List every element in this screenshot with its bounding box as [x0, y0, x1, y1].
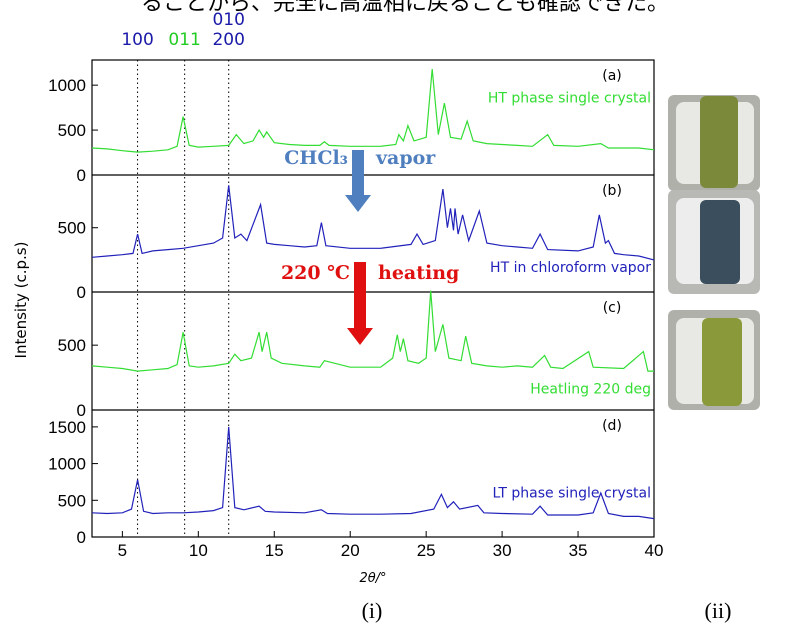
y-tick-label: 0 [77, 401, 86, 420]
reference-label: 010 [212, 10, 244, 30]
panel-label: (c) [603, 300, 622, 316]
y-tick-label: 500 [58, 491, 86, 510]
y-tick-label: 1500 [48, 418, 86, 437]
arrow-head [345, 195, 371, 212]
y-tick-label: 1000 [48, 455, 86, 474]
header-text: ることから、完全に高温相に戻ることも確認できた。 [141, 0, 669, 16]
y-tick-label: 500 [58, 336, 86, 355]
y-tick-label: 0 [77, 528, 86, 547]
arrow-label: CHCl₃ [284, 147, 348, 169]
x-tick-label: 10 [189, 541, 208, 560]
arrow-shaft [354, 262, 366, 329]
arrow-label: vapor [375, 147, 436, 169]
y-axis-label: Intensity (c.p.s) [12, 242, 30, 359]
photo [668, 190, 760, 294]
y-tick-label: 500 [58, 121, 86, 140]
panel-label: (d) [602, 418, 622, 434]
y-tick-label: 1000 [48, 76, 86, 95]
panel-annotation: HT in chloroform vapor [490, 260, 651, 276]
arrow-label: 220 ℃ [281, 262, 350, 284]
y-tick-label: 0 [77, 166, 86, 185]
x-axis-label: 2θ/° [359, 571, 386, 586]
caption: (i) [362, 598, 383, 623]
arrow-shaft [352, 150, 364, 196]
photo [668, 95, 760, 191]
x-tick-label: 15 [265, 541, 284, 560]
arrow-label: heating [378, 262, 459, 284]
spectrum-line [91, 68, 655, 153]
spectrum-line [91, 290, 654, 372]
reference-label: 100 [121, 30, 153, 50]
x-tick-label: 20 [341, 541, 360, 560]
panel-annotation: Heatling 220 deg [530, 381, 651, 397]
caption: (ii) [705, 598, 732, 623]
spectrum-line [91, 426, 655, 520]
reference-label: 011 [168, 30, 200, 50]
y-tick-label: 0 [77, 283, 86, 302]
spectrum-line [91, 185, 655, 261]
panel-label: (a) [602, 68, 622, 84]
x-tick-label: 25 [417, 541, 436, 560]
panel-annotation: HT phase single crystal [488, 91, 651, 107]
x-tick-label: 30 [493, 541, 512, 560]
x-tick-label: 5 [118, 541, 127, 560]
y-tick-label: 500 [58, 219, 86, 238]
x-tick-label: 40 [645, 541, 664, 560]
plot-frame [91, 59, 655, 538]
panel-annotation: LT phase single crystal [493, 486, 651, 502]
x-tick-label: 35 [569, 541, 588, 560]
arrow-head [347, 328, 373, 345]
reference-label: 200 [212, 30, 244, 50]
photo [668, 310, 760, 410]
panel-label: (b) [602, 183, 622, 199]
